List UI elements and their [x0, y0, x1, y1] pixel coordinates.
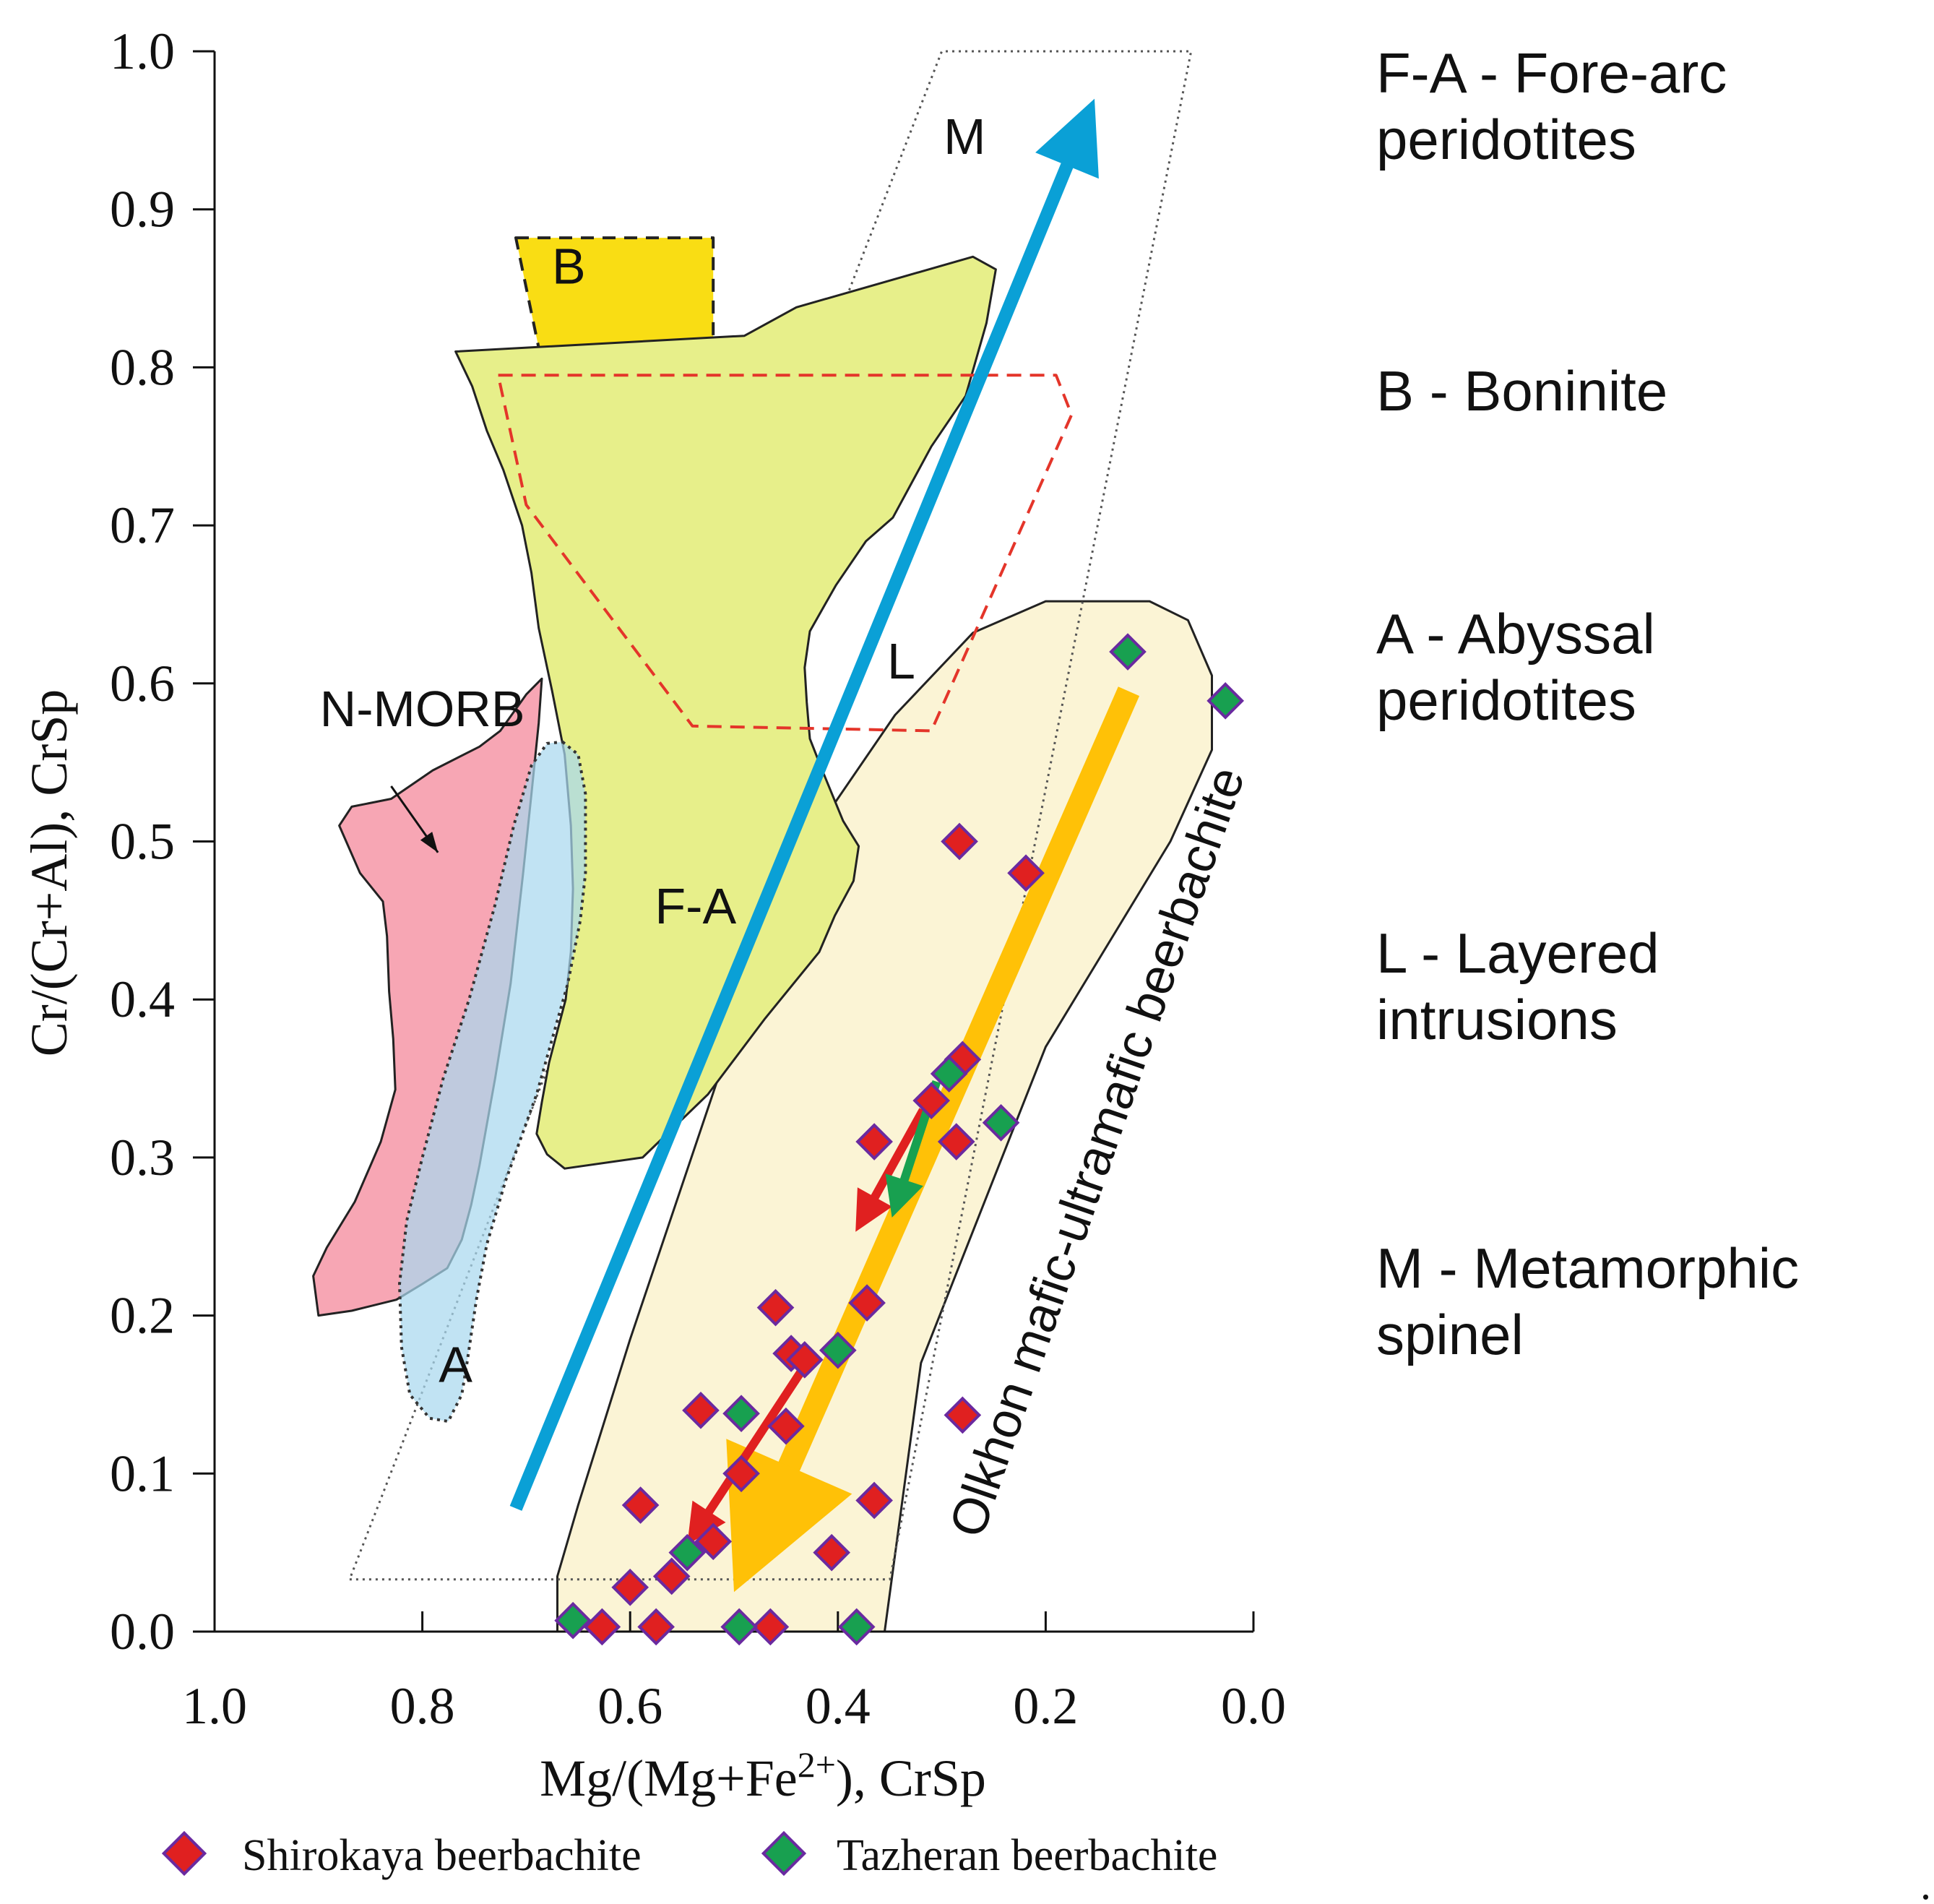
blue-trend-arrow-shaft [509, 160, 1074, 1511]
tazheran-point [1206, 682, 1245, 720]
tazheran-point [554, 1601, 592, 1640]
shirokaya-point [756, 1288, 795, 1327]
y-tick-label: 0.8 [110, 338, 175, 396]
x-tick-label: 1.0 [182, 1677, 247, 1735]
key-m-subtitle: spinel [1376, 1303, 1524, 1366]
y-axis-label: Cr/(Cr+Al), CrSp [20, 689, 78, 1057]
key-a-subtitle: peridotites [1376, 668, 1636, 732]
key-fa-subtitle: peridotites [1376, 108, 1636, 171]
tazheran-point [1109, 633, 1147, 671]
orange-trend-arrow-head [726, 1439, 852, 1593]
y-tick-label: 0.6 [110, 655, 175, 712]
x-tick-label: 0.0 [1221, 1677, 1286, 1735]
y-tick-label: 0.4 [110, 970, 175, 1028]
x-tick-label: 0.2 [1013, 1677, 1078, 1735]
data-points [554, 633, 1245, 1646]
key-a-title: A - Abyssal [1376, 602, 1655, 665]
shirokaya-point [855, 1123, 893, 1160]
field-label-f-a: F-A [655, 878, 736, 934]
tazheran-point [722, 1395, 760, 1433]
blue-trend-arrow-head [1035, 98, 1099, 179]
tazheran-point [720, 1608, 759, 1646]
field-labels: M B L F-A A N-MORB [320, 108, 986, 1392]
field-f-a [454, 255, 997, 1170]
field-l [496, 374, 1074, 733]
x-tick-label: 0.8 [390, 1677, 455, 1735]
y-tick-label: 0.0 [110, 1603, 175, 1660]
key-l-subtitle: intrusions [1376, 988, 1618, 1051]
corner-mark: . [1920, 1861, 1931, 1904]
red-trend-arrow-lower-shaft [704, 1360, 811, 1517]
shirokaya-point [637, 1608, 675, 1646]
shirokaya-point [785, 1341, 824, 1379]
red-trend-arrow-upper-shaft [869, 1108, 927, 1202]
field-label-n-morb: N-MORB [320, 681, 525, 737]
green-trend-arrow-head [885, 1173, 923, 1218]
red-trend-arrow-upper-head [855, 1187, 892, 1232]
y-tick-label: 0.2 [110, 1287, 175, 1345]
field-label-m: M [944, 108, 985, 165]
key-m-title: M - Metamorphic [1376, 1236, 1799, 1300]
shirokaya-point [813, 1533, 851, 1572]
key-fa-title: F-A - Fore-arc [1376, 41, 1727, 105]
shirokaya-point [694, 1522, 733, 1561]
tazheran-point [982, 1103, 1020, 1142]
y-tick-label: 0.1 [110, 1444, 175, 1502]
shirokaya-point [848, 1284, 886, 1322]
x-tick-label: 0.4 [806, 1677, 871, 1735]
shirokaya-point [583, 1608, 621, 1646]
shirokaya-point [1007, 854, 1045, 892]
shirokaya-point [937, 1123, 975, 1160]
tazheran-point [837, 1608, 876, 1646]
shirokaya-point [611, 1568, 649, 1606]
shirokaya-point [767, 1407, 805, 1445]
field-label-b: B [552, 238, 586, 294]
shirokaya-point [751, 1608, 790, 1646]
tazheran-point [819, 1331, 857, 1369]
y-tick-label: 0.7 [110, 496, 175, 554]
field-a [398, 740, 587, 1423]
shirokaya-point [621, 1486, 660, 1524]
x-axis-label: Mg/(Mg+Fe2+), CrSp [540, 1744, 986, 1807]
y-tick-label: 0.5 [110, 813, 175, 871]
shirokaya-point [652, 1557, 691, 1595]
legend-label-shirokaya: Shirokaya beerbachite [242, 1831, 642, 1880]
field-key: F-A - Fore-arc peridotites B - Boninite … [1376, 41, 1799, 1366]
shirokaya-point [941, 822, 978, 861]
y-tick-label: 1.0 [110, 22, 175, 80]
shirokaya-point [944, 1396, 982, 1434]
key-l-title: L - Layered [1376, 921, 1659, 985]
y-tick-label: 0.3 [110, 1129, 175, 1186]
legend-label-tazheran: Tazheran beerbachite [837, 1831, 1217, 1880]
tazheran-point [668, 1533, 707, 1572]
field-label-a: A [439, 1336, 472, 1392]
shirokaya-point [682, 1391, 720, 1429]
key-b: B - Boninite [1376, 359, 1667, 423]
legend: Shirokaya beerbachite Tazheran beerbachi… [161, 1830, 1217, 1880]
field-label-l: L [887, 633, 915, 689]
shirokaya-point [722, 1455, 760, 1493]
shirokaya-point [912, 1082, 951, 1119]
axes: 0.0 0.1 0.2 0.3 0.4 0.5 0.6 0.7 0.8 0.9 1.0 1.0 0.8 0… [110, 22, 1286, 1735]
legend-marker-tazheran [761, 1830, 807, 1877]
x-tick-label: 0.6 [597, 1677, 662, 1735]
legend-marker-shirokaya [161, 1830, 207, 1877]
shirokaya-point [855, 1481, 893, 1520]
y-tick-label: 0.9 [110, 181, 175, 238]
tazheran-point [930, 1055, 968, 1093]
red-trend-arrow-lower-head [687, 1500, 726, 1545]
n-morb-pointer-head [420, 832, 439, 853]
